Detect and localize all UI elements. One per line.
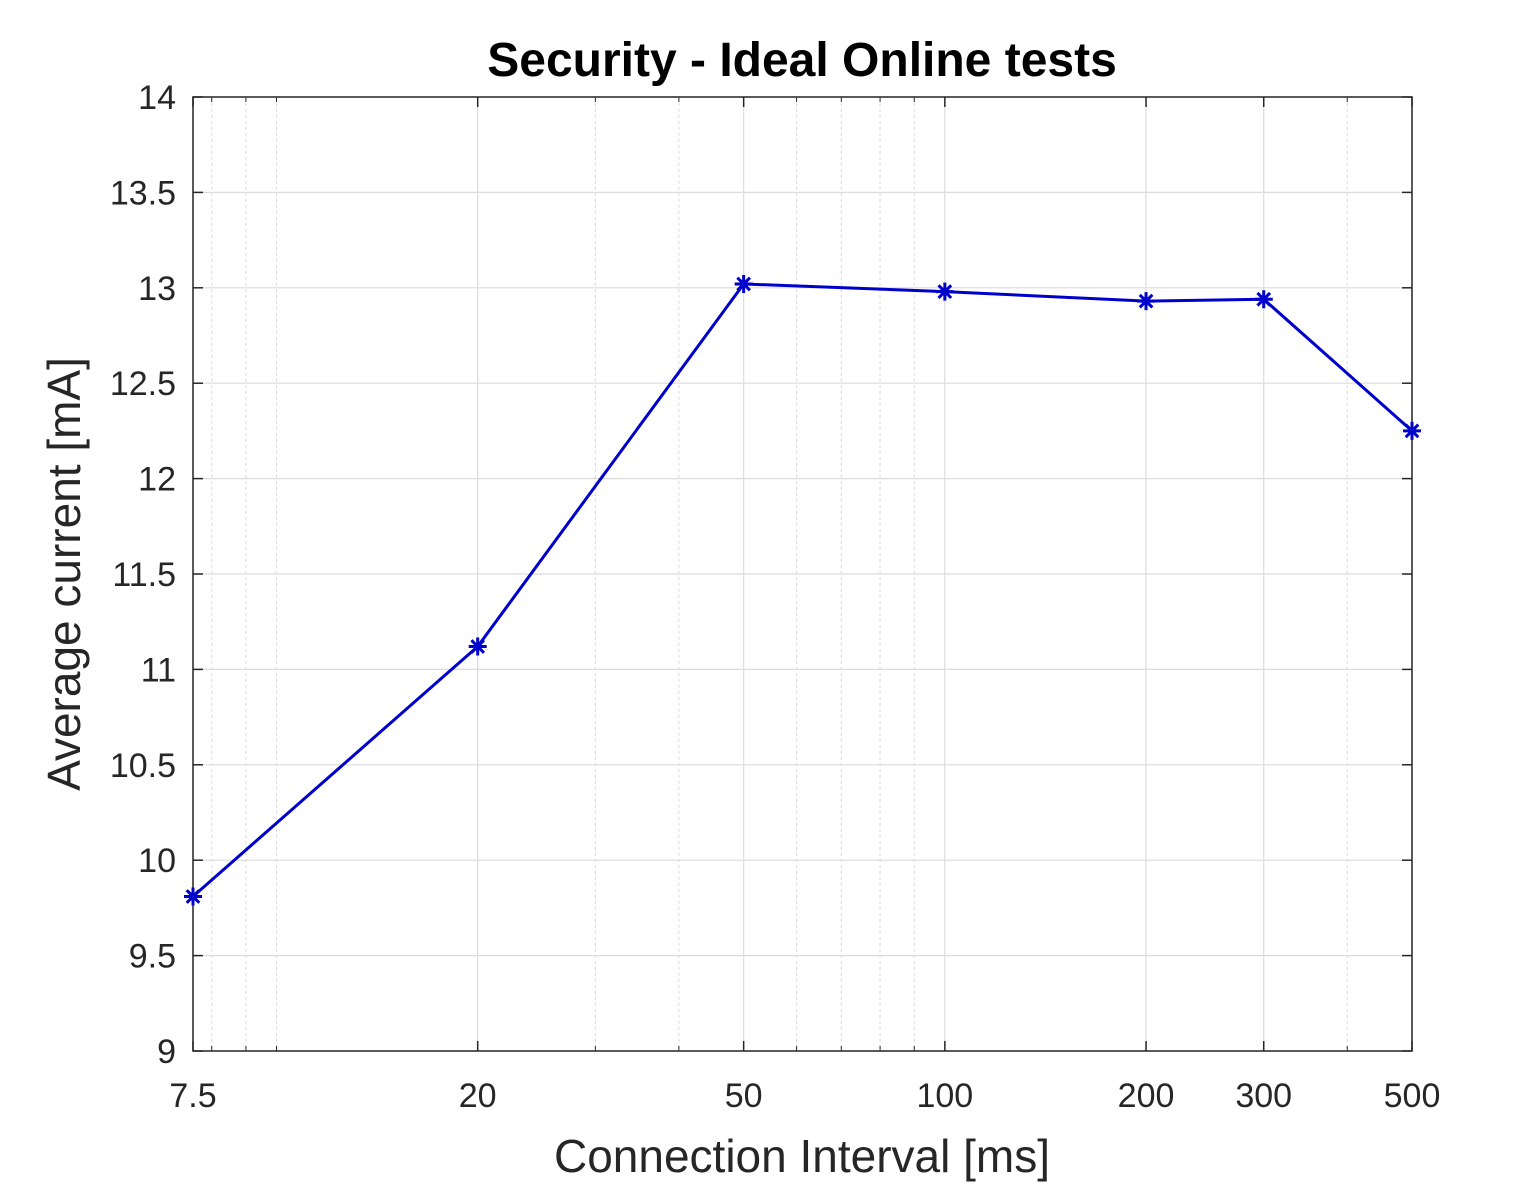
y-tick-label: 11.5: [112, 556, 176, 594]
major-grid: [192, 96, 1413, 1052]
y-axis-ticks: 9 9.5 10 10.5 11 11.5 12 12.5 13 13.5 14: [110, 79, 1412, 1071]
x-axis-label: Connection Interval [ms]: [554, 1130, 1050, 1182]
y-tick-label: 13: [138, 270, 176, 308]
x-tick-label: 500: [1384, 1077, 1441, 1115]
data-point-marker: [935, 282, 954, 301]
data-point-marker: [468, 637, 487, 656]
y-tick-label: 10.5: [110, 747, 176, 785]
data-point-marker: [1403, 421, 1421, 440]
series-line: [192, 282, 1413, 898]
x-axis-ticks: 7.5 20 50 100 200 300 500: [169, 97, 1440, 1115]
data-point-marker: [184, 887, 202, 906]
series-group: [184, 274, 1421, 906]
y-tick-label: 14: [138, 79, 176, 117]
y-tick-label: 10: [138, 842, 176, 880]
x-tick-label: 50: [725, 1077, 763, 1115]
data-point-marker: [1254, 290, 1273, 309]
y-tick-label: 12.5: [110, 365, 176, 403]
x-tick-label: 300: [1235, 1077, 1292, 1115]
y-tick-label: 13.5: [110, 174, 176, 212]
x-tick-label: 100: [916, 1077, 973, 1115]
y-tick-label: 12: [138, 461, 176, 499]
y-tick-label: 9: [157, 1033, 176, 1071]
x-tick-label: 200: [1118, 1077, 1175, 1115]
y-tick-label: 11: [141, 651, 176, 689]
x-tick-label: 20: [459, 1077, 497, 1115]
y-axis-label: Average current [mA]: [38, 357, 90, 791]
data-point-marker: [734, 274, 753, 293]
data-point-marker: [1137, 292, 1156, 311]
chart-title: Security - Ideal Online tests: [487, 34, 1117, 87]
y-tick-label: 9.5: [129, 938, 176, 976]
x-tick-label: 7.5: [169, 1077, 216, 1115]
